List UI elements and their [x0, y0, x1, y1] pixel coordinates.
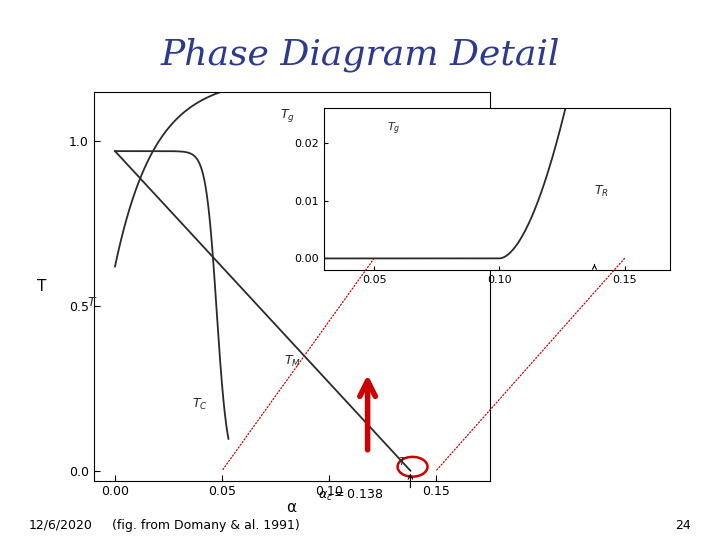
Text: $T_g$: $T_g$ — [387, 120, 400, 137]
Text: $T$: $T$ — [397, 455, 407, 467]
Text: 24: 24 — [675, 519, 691, 532]
Text: $T_R$: $T_R$ — [595, 184, 609, 199]
Text: $T$: $T$ — [87, 296, 98, 309]
Text: $T_g$: $T_g$ — [280, 107, 294, 124]
Text: T: T — [37, 279, 47, 294]
Text: $T_C$: $T_C$ — [192, 397, 208, 412]
Text: Phase Diagram Detail: Phase Diagram Detail — [161, 38, 559, 72]
Text: 12/6/2020: 12/6/2020 — [29, 519, 93, 532]
Text: (fig. from Domany & al. 1991): (fig. from Domany & al. 1991) — [112, 519, 300, 532]
Text: $\alpha_c = 0.138$: $\alpha_c = 0.138$ — [318, 488, 384, 503]
Text: $T_M$: $T_M$ — [284, 354, 301, 369]
X-axis label: α: α — [287, 500, 297, 515]
